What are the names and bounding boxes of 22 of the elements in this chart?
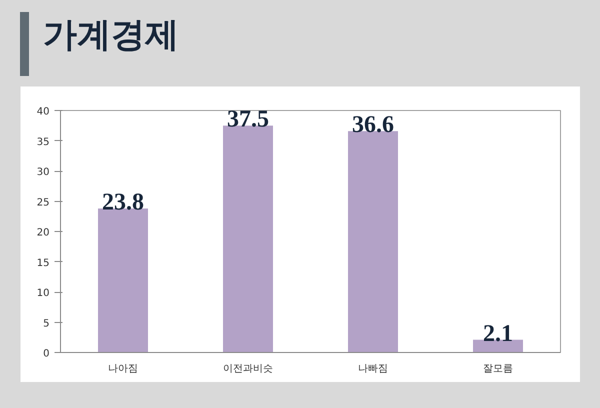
y-tick-label: 35 xyxy=(36,136,50,148)
y-tick-label: 30 xyxy=(36,167,50,178)
x-tick-label: 이전과비슷 xyxy=(223,364,273,374)
bar xyxy=(348,131,398,352)
data-label: 37.5 xyxy=(227,106,269,133)
bar xyxy=(223,126,273,352)
y-tick-label: 40 xyxy=(36,106,50,118)
data-label: 36.6 xyxy=(352,112,394,138)
bar xyxy=(473,340,523,352)
y-tick-label: 20 xyxy=(36,228,50,238)
x-tick-label: 나아짐 xyxy=(108,364,138,374)
bar xyxy=(98,208,148,352)
data-label: 23.8 xyxy=(102,190,144,216)
y-tick-label: 15 xyxy=(36,258,50,269)
y-tick-label: 25 xyxy=(36,197,50,208)
x-tick-label: 나빠짐 xyxy=(358,364,388,374)
y-tick-label: 10 xyxy=(36,288,50,299)
chart-title: 가계경제 xyxy=(43,14,179,57)
y-tick-label: 5 xyxy=(43,318,50,330)
x-tick-label: 잘모름 xyxy=(483,364,513,374)
y-tick-label: 0 xyxy=(43,348,50,360)
data-label: 2.1 xyxy=(483,320,513,347)
